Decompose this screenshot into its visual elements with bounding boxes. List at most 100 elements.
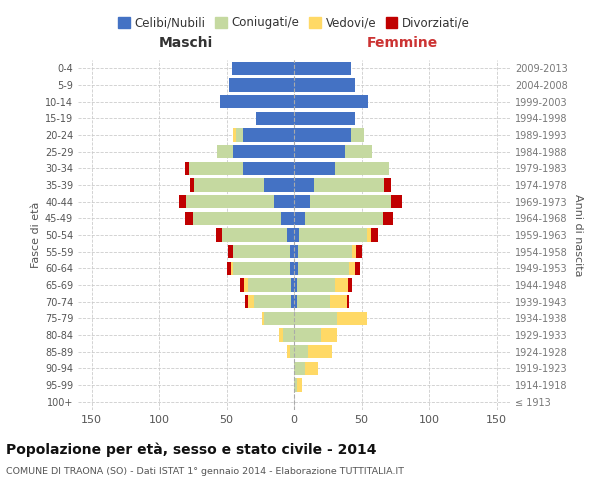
Y-axis label: Fasce di età: Fasce di età	[31, 202, 41, 268]
Bar	[321, 328, 337, 342]
Bar	[294, 262, 298, 275]
Bar	[296, 295, 331, 308]
Bar	[346, 145, 372, 158]
Bar	[240, 278, 244, 291]
Bar	[227, 262, 230, 275]
Bar	[350, 128, 364, 141]
Bar	[294, 245, 298, 258]
Bar	[290, 245, 294, 258]
Y-axis label: Anni di nascita: Anni di nascita	[573, 194, 583, 276]
Bar	[233, 145, 294, 158]
Bar	[185, 162, 188, 175]
Bar	[245, 295, 248, 308]
Bar	[294, 112, 355, 125]
Bar	[294, 228, 299, 241]
Bar	[292, 278, 294, 291]
Bar	[248, 278, 292, 291]
Bar	[233, 245, 290, 258]
Bar	[294, 78, 355, 92]
Text: Femmine: Femmine	[367, 36, 437, 50]
Bar	[294, 62, 350, 75]
Bar	[185, 212, 193, 225]
Bar	[310, 195, 391, 208]
Bar	[193, 212, 281, 225]
Bar	[294, 212, 305, 225]
Bar	[290, 345, 294, 358]
Bar	[308, 345, 332, 358]
Bar	[242, 162, 294, 175]
Bar	[385, 178, 391, 192]
Bar	[265, 312, 294, 325]
Bar	[287, 228, 294, 241]
Bar	[220, 95, 294, 108]
Bar	[228, 245, 233, 258]
Bar	[242, 128, 294, 141]
Bar	[331, 295, 347, 308]
Bar	[391, 195, 402, 208]
Bar	[190, 178, 194, 192]
Bar	[335, 162, 389, 175]
Bar	[274, 195, 294, 208]
Bar	[292, 295, 294, 308]
Text: Popolazione per età, sesso e stato civile - 2014: Popolazione per età, sesso e stato civil…	[6, 442, 377, 457]
Bar	[371, 228, 378, 241]
Bar	[179, 195, 186, 208]
Bar	[337, 312, 367, 325]
Bar	[279, 328, 283, 342]
Bar	[294, 162, 335, 175]
Bar	[265, 178, 294, 192]
Bar	[367, 228, 371, 241]
Bar	[294, 362, 305, 375]
Bar	[352, 245, 356, 258]
Bar	[287, 345, 290, 358]
Bar	[349, 262, 355, 275]
Bar	[305, 212, 383, 225]
Bar	[262, 312, 265, 325]
Bar	[294, 378, 296, 392]
Bar	[348, 278, 352, 291]
Bar	[347, 295, 349, 308]
Bar	[383, 212, 392, 225]
Bar	[294, 128, 350, 141]
Bar	[223, 228, 287, 241]
Bar	[294, 278, 296, 291]
Bar	[217, 145, 233, 158]
Bar	[294, 328, 321, 342]
Bar	[305, 362, 319, 375]
Bar	[233, 262, 290, 275]
Bar	[186, 195, 274, 208]
Text: COMUNE DI TRAONA (SO) - Dati ISTAT 1° gennaio 2014 - Elaborazione TUTTITALIA.IT: COMUNE DI TRAONA (SO) - Dati ISTAT 1° ge…	[6, 468, 404, 476]
Bar	[294, 95, 368, 108]
Bar	[296, 378, 302, 392]
Bar	[248, 295, 254, 308]
Text: Maschi: Maschi	[159, 36, 213, 50]
Bar	[230, 262, 233, 275]
Bar	[254, 295, 292, 308]
Bar	[296, 278, 335, 291]
Bar	[290, 262, 294, 275]
Bar	[294, 178, 314, 192]
Bar	[294, 195, 310, 208]
Bar	[356, 245, 361, 258]
Bar	[335, 278, 348, 291]
Bar	[281, 212, 294, 225]
Bar	[229, 78, 294, 92]
Bar	[256, 112, 294, 125]
Bar	[233, 128, 236, 141]
Bar	[314, 178, 385, 192]
Bar	[194, 178, 265, 192]
Bar	[294, 295, 296, 308]
Bar	[294, 312, 337, 325]
Bar	[294, 345, 308, 358]
Bar	[232, 62, 294, 75]
Bar	[298, 262, 349, 275]
Bar	[298, 245, 352, 258]
Bar	[236, 128, 242, 141]
Bar	[355, 262, 360, 275]
Bar	[188, 162, 242, 175]
Bar	[283, 328, 294, 342]
Legend: Celibi/Nubili, Coniugati/e, Vedovi/e, Divorziati/e: Celibi/Nubili, Coniugati/e, Vedovi/e, Di…	[113, 12, 475, 34]
Bar	[216, 228, 223, 241]
Bar	[294, 145, 346, 158]
Bar	[244, 278, 248, 291]
